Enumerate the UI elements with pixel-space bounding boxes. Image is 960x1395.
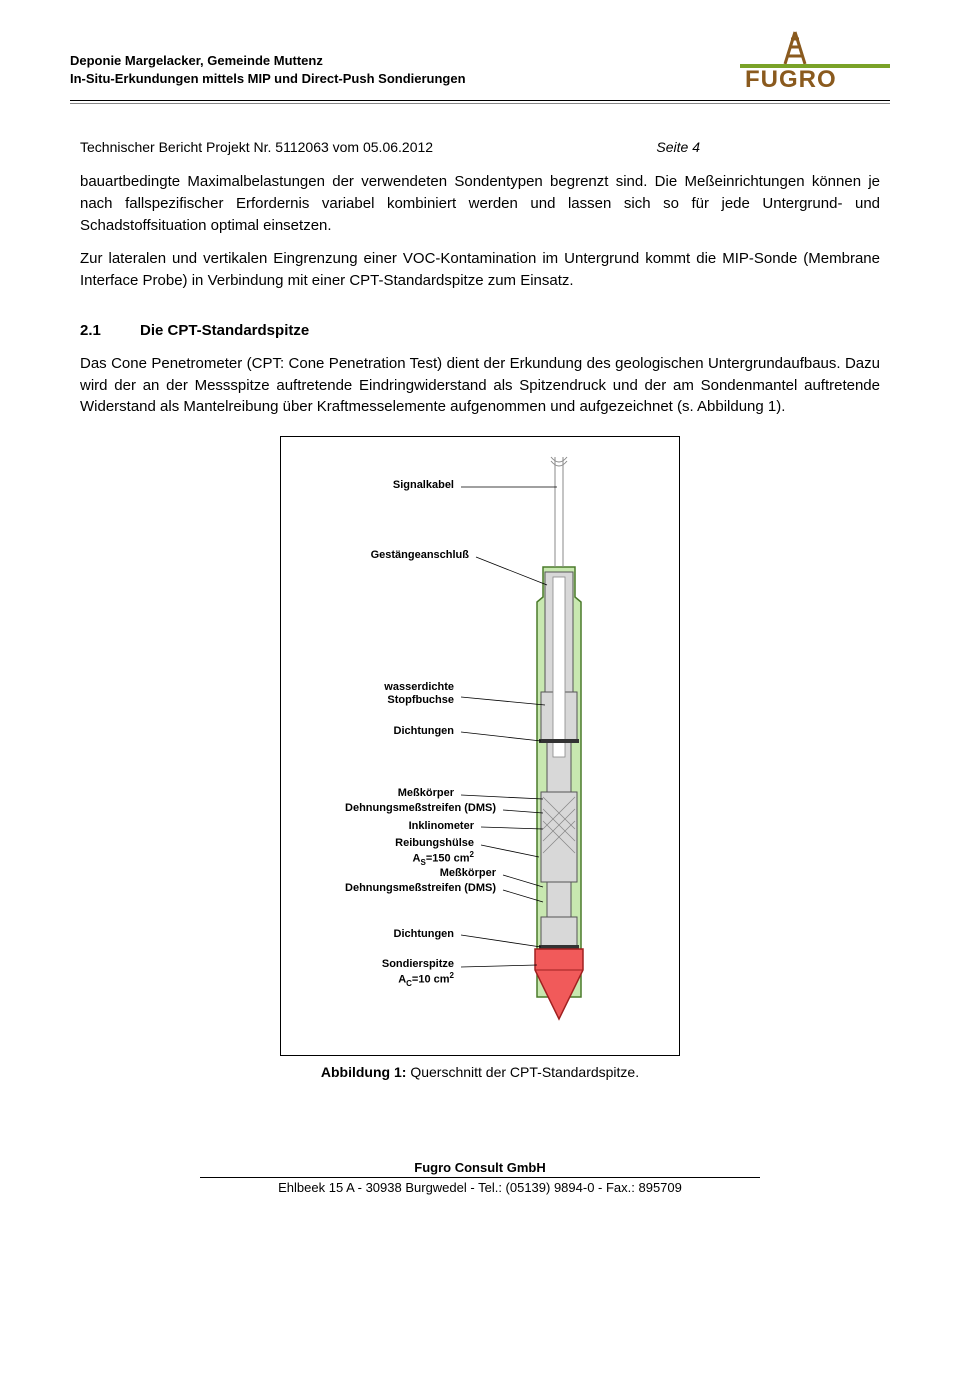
header-text-block: Deponie Margelacker, Gemeinde Muttenz In… — [70, 30, 466, 88]
label-sondierspitze: Sondierspitze AC=10 cm2 — [382, 958, 454, 989]
label-dms-2: Dehnungsmeßstreifen (DMS) — [345, 882, 496, 895]
label-dichtungen-2: Dichtungen — [394, 928, 455, 941]
paragraph-1: bauartbedingte Maximalbelastungen der ve… — [80, 171, 880, 236]
section-heading: 2.1 Die CPT-Standardspitze — [80, 322, 880, 339]
section-body: Das Cone Penetrometer (CPT: Cone Penetra… — [80, 353, 880, 418]
header-line2: In-Situ-Erkundungen mittels MIP und Dire… — [70, 70, 466, 88]
footer-address: Ehlbeek 15 A - 30938 Burgwedel - Tel.: (… — [70, 1180, 890, 1195]
paragraph-2: Zur lateralen und vertikalen Eingrenzung… — [80, 248, 880, 292]
page-number: Seite 4 — [656, 139, 700, 155]
fugro-logo-icon: FUGRO — [740, 30, 890, 94]
label-reibungshuelse: Reibungshülse AS=150 cm2 — [395, 837, 474, 868]
section-number: 2.1 — [80, 322, 140, 339]
label-messkoerper-1: Meßkörper — [398, 787, 454, 800]
footer-rule — [200, 1177, 760, 1178]
page-header: Deponie Margelacker, Gemeinde Muttenz In… — [70, 30, 890, 94]
footer-company: Fugro Consult GmbH — [70, 1160, 890, 1175]
header-rule-1 — [70, 100, 890, 101]
label-dms-1: Dehnungsmeßstreifen (DMS) — [345, 802, 496, 815]
svg-text:FUGRO: FUGRO — [745, 66, 837, 90]
header-line1: Deponie Margelacker, Gemeinde Muttenz — [70, 52, 466, 70]
label-gestaenge: Gestängeanschluß — [371, 549, 469, 562]
report-prefix: Technischer Bericht Projekt Nr. 5112063 … — [80, 139, 433, 155]
figure-caption: Abbildung 1: Querschnitt der CPT-Standar… — [80, 1064, 880, 1080]
page-footer: Fugro Consult GmbH Ehlbeek 15 A - 30938 … — [70, 1160, 890, 1195]
report-info-line: Technischer Bericht Projekt Nr. 5112063 … — [80, 139, 880, 155]
label-inklinometer: Inklinometer — [409, 820, 474, 833]
section-title: Die CPT-Standardspitze — [140, 322, 309, 339]
figure-1: Signalkabel Gestängeanschluß wasserdicht… — [280, 436, 680, 1056]
label-signalkabel: Signalkabel — [393, 479, 454, 492]
label-messkoerper-2: Meßkörper — [440, 867, 496, 880]
label-dichtungen-1: Dichtungen — [394, 725, 455, 738]
label-stopfbuchse: wasserdichte Stopfbuchse — [384, 681, 454, 707]
